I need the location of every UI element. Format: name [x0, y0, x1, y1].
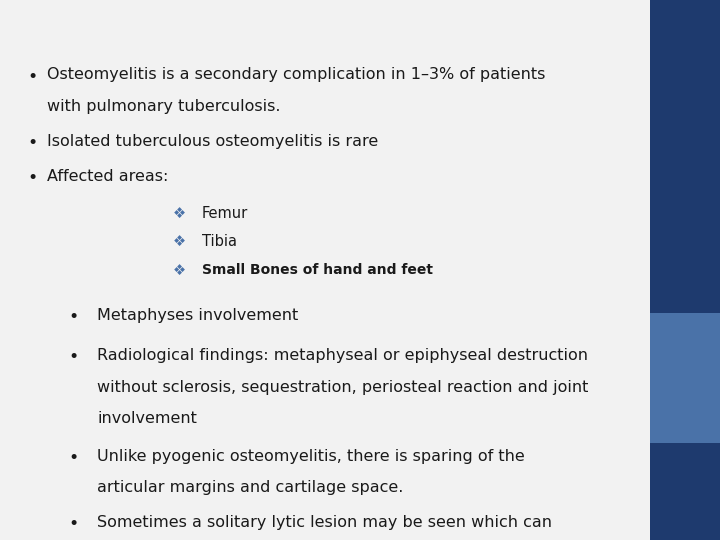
Text: ❖: ❖: [173, 263, 186, 278]
Text: Isolated tuberculous osteomyelitis is rare: Isolated tuberculous osteomyelitis is ra…: [47, 134, 378, 149]
Text: Metaphyses involvement: Metaphyses involvement: [97, 308, 299, 323]
Text: Small Bones of hand and feet: Small Bones of hand and feet: [202, 263, 433, 277]
Text: Unlike pyogenic osteomyelitis, there is sparing of the: Unlike pyogenic osteomyelitis, there is …: [97, 449, 525, 464]
Text: •: •: [27, 134, 37, 152]
Text: without sclerosis, sequestration, periosteal reaction and joint: without sclerosis, sequestration, perios…: [97, 380, 588, 395]
Text: •: •: [68, 348, 78, 366]
Text: ❖: ❖: [173, 206, 186, 221]
Text: Affected areas:: Affected areas:: [47, 169, 168, 184]
Text: Osteomyelitis is a secondary complication in 1–3% of patients: Osteomyelitis is a secondary complicatio…: [47, 68, 545, 83]
Text: •: •: [68, 515, 78, 533]
Text: with pulmonary tuberculosis.: with pulmonary tuberculosis.: [47, 99, 280, 114]
Text: Femur: Femur: [202, 206, 248, 221]
Text: Radiological findings: metaphyseal or epiphyseal destruction: Radiological findings: metaphyseal or ep…: [97, 348, 588, 363]
Bar: [650, 443, 720, 540]
Text: •: •: [27, 169, 37, 187]
Text: Tibia: Tibia: [202, 234, 237, 249]
Text: •: •: [27, 68, 37, 85]
Text: involvement: involvement: [97, 411, 197, 426]
Text: Sometimes a solitary lytic lesion may be seen which can: Sometimes a solitary lytic lesion may be…: [97, 515, 552, 530]
Text: •: •: [68, 449, 78, 467]
Text: ❖: ❖: [173, 234, 186, 249]
Text: articular margins and cartilage space.: articular margins and cartilage space.: [97, 480, 404, 495]
Bar: [650, 0, 720, 313]
Bar: [650, 313, 720, 443]
Text: •: •: [68, 308, 78, 326]
